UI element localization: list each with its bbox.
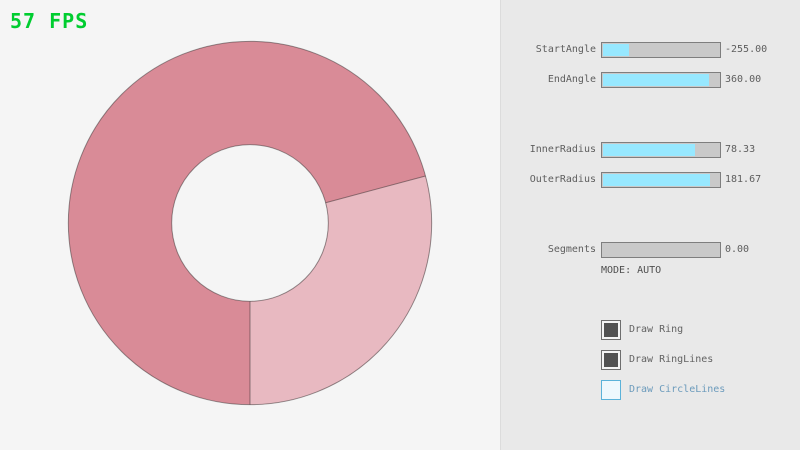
slider-track-startangle[interactable] <box>601 42 721 58</box>
slider-fill-endangle <box>603 74 710 86</box>
slider-fill-innerradius <box>603 144 696 156</box>
checkbox-label-draw-ringlines: Draw RingLines <box>629 354 714 365</box>
slider-value-endangle: 360.00 <box>725 74 762 85</box>
slider-track-segments[interactable] <box>601 242 721 258</box>
slider-label-startangle: StartAngle <box>535 44 596 55</box>
settings-panel: StartAngle -255.00 EndAngle 360.00 Inner… <box>500 0 800 450</box>
slider-label-endangle: EndAngle <box>547 74 596 85</box>
slider-track-endangle[interactable] <box>601 72 721 88</box>
slider-value-startangle: -255.00 <box>725 44 768 55</box>
slider-value-outerradius: 181.67 <box>725 174 762 185</box>
checkbox-label-draw-circlelines: Draw CircleLines <box>629 384 726 395</box>
checkbox-draw-ringlines: Draw RingLines <box>601 350 791 370</box>
slider-row-segments: Segments 0.00 <box>501 240 800 260</box>
checkbox-draw-circlelines: Draw CircleLines <box>601 380 791 400</box>
slider-value-innerradius: 78.33 <box>725 144 756 155</box>
slider-row-startangle: StartAngle -255.00 <box>501 40 800 60</box>
ring-canvas <box>67 40 433 406</box>
slider-track-outerradius[interactable] <box>601 172 721 188</box>
mode-indicator: MODE: AUTO <box>601 265 662 276</box>
slider-fill-startangle <box>603 44 629 56</box>
slider-fill-outerradius <box>603 174 711 186</box>
slider-label-outerradius: OuterRadius <box>529 174 596 185</box>
checkbox-draw-ring: Draw Ring <box>601 320 791 340</box>
slider-row-outerradius: OuterRadius 181.67 <box>501 170 800 190</box>
slider-label-segments: Segments <box>547 244 596 255</box>
checkbox-box-draw-ring[interactable] <box>601 320 621 340</box>
checkbox-box-draw-ringlines[interactable] <box>601 350 621 370</box>
slider-row-endangle: EndAngle 360.00 <box>501 70 800 90</box>
slider-track-innerradius[interactable] <box>601 142 721 158</box>
slider-label-innerradius: InnerRadius <box>529 144 596 155</box>
fps-counter: 57 FPS <box>10 9 89 33</box>
slider-value-segments: 0.00 <box>725 244 750 255</box>
checkbox-label-draw-ring: Draw Ring <box>629 324 684 335</box>
checkbox-box-draw-circlelines[interactable] <box>601 380 621 400</box>
slider-row-innerradius: InnerRadius 78.33 <box>501 140 800 160</box>
